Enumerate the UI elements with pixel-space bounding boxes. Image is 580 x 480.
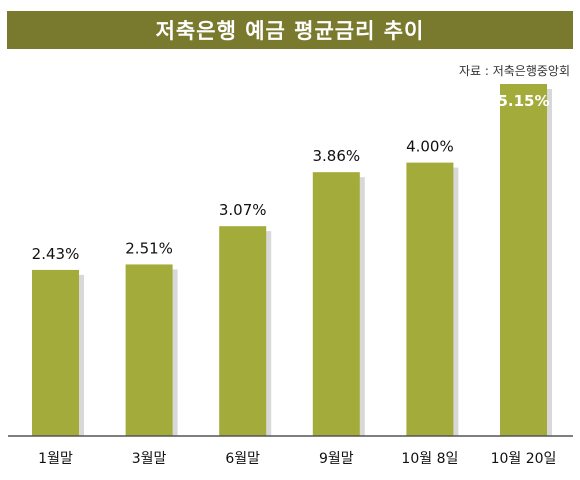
category-label-4: 9월말 bbox=[319, 451, 354, 467]
bar-6 bbox=[500, 84, 547, 436]
value-label-1: 2.43% bbox=[32, 245, 80, 263]
category-label-3: 6월말 bbox=[225, 451, 260, 467]
bar-5 bbox=[406, 162, 454, 437]
category-label-1: 1월말 bbox=[38, 451, 73, 467]
bar-2 bbox=[125, 264, 173, 436]
value-label-3: 3.07% bbox=[219, 201, 267, 219]
title-bar: 저축은행 예금 평균금리 추이 bbox=[7, 11, 573, 49]
category-label-6: 10월 20일 bbox=[491, 451, 557, 467]
bar-1 bbox=[32, 269, 79, 436]
category-label-2: 3월말 bbox=[132, 451, 167, 467]
value-label-5: 4.00% bbox=[406, 138, 454, 156]
chart-title: 저축은행 예금 평균금리 추이 bbox=[155, 19, 425, 43]
category-label-5: 10월 8일 bbox=[401, 451, 458, 467]
bar-4 bbox=[312, 172, 360, 436]
source-note: 자료 : 저축은행중앙회 bbox=[458, 64, 570, 78]
bar-3 bbox=[219, 226, 267, 436]
value-label-4: 3.86% bbox=[312, 147, 360, 165]
value-label-2: 2.51% bbox=[125, 239, 173, 257]
value-label-6: 5.15% bbox=[497, 92, 549, 110]
